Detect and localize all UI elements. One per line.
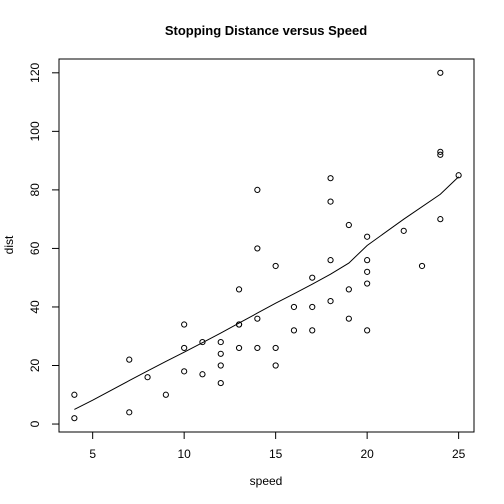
data-point xyxy=(254,315,261,322)
data-point xyxy=(309,327,316,334)
data-point xyxy=(217,338,224,346)
data-point xyxy=(126,356,133,363)
y-tick-label: 60 xyxy=(28,241,42,255)
data-point xyxy=(254,245,261,252)
data-point xyxy=(71,415,78,422)
data-point xyxy=(235,344,243,352)
x-tick-label: 20 xyxy=(360,447,374,461)
data-point xyxy=(290,303,298,311)
data-point xyxy=(455,172,462,179)
data-point xyxy=(437,69,444,76)
data-point xyxy=(345,286,352,293)
x-tick-label: 15 xyxy=(269,447,283,461)
trend-line xyxy=(74,176,459,410)
data-point xyxy=(327,298,334,305)
data-point xyxy=(254,344,261,352)
data-point xyxy=(272,344,279,352)
scatter-points xyxy=(71,69,462,422)
x-tick-label: 10 xyxy=(177,447,191,461)
data-point xyxy=(309,303,316,311)
y-tick-label: 100 xyxy=(28,121,42,141)
data-point xyxy=(272,262,279,270)
x-axis-label: speed xyxy=(250,474,283,488)
y-axis: 0 20 40 60 80 100 120 xyxy=(28,62,60,427)
data-point xyxy=(400,227,407,234)
data-point xyxy=(437,148,444,155)
data-point xyxy=(254,186,261,193)
y-tick-label: 0 xyxy=(28,420,42,427)
data-point xyxy=(437,151,444,158)
data-point xyxy=(181,344,188,352)
data-point xyxy=(162,391,169,398)
data-point xyxy=(181,321,188,328)
data-point xyxy=(418,262,426,270)
x-axis: 5 10 15 20 25 xyxy=(89,431,466,461)
data-point xyxy=(364,268,371,275)
data-point xyxy=(217,362,224,369)
data-point xyxy=(364,327,371,334)
data-point xyxy=(217,350,224,357)
data-point xyxy=(272,362,279,369)
data-point xyxy=(235,286,243,293)
data-point xyxy=(290,327,298,334)
data-point xyxy=(126,409,133,416)
y-axis-label: dist xyxy=(2,235,16,254)
x-tick-label: 5 xyxy=(89,447,96,461)
data-point xyxy=(327,198,334,205)
data-point xyxy=(181,368,188,375)
data-point xyxy=(309,274,316,281)
data-point xyxy=(217,379,224,387)
y-tick-label: 120 xyxy=(28,62,42,82)
data-point xyxy=(364,280,371,287)
data-point xyxy=(71,391,78,398)
data-point xyxy=(345,315,352,322)
data-point xyxy=(327,175,334,182)
y-tick-label: 20 xyxy=(28,359,42,373)
data-point xyxy=(437,216,444,223)
data-point xyxy=(364,233,371,240)
y-tick-label: 80 xyxy=(28,183,42,197)
plot-frame xyxy=(58,58,475,433)
chart-title: Stopping Distance versus Speed xyxy=(165,23,367,38)
x-tick-label: 25 xyxy=(452,447,466,461)
data-point xyxy=(345,221,352,229)
y-tick-label: 40 xyxy=(28,300,42,314)
data-point xyxy=(199,338,206,346)
data-point xyxy=(199,371,206,378)
data-point xyxy=(327,257,334,264)
data-point xyxy=(235,321,243,328)
data-point xyxy=(144,374,151,381)
data-point xyxy=(364,257,371,264)
